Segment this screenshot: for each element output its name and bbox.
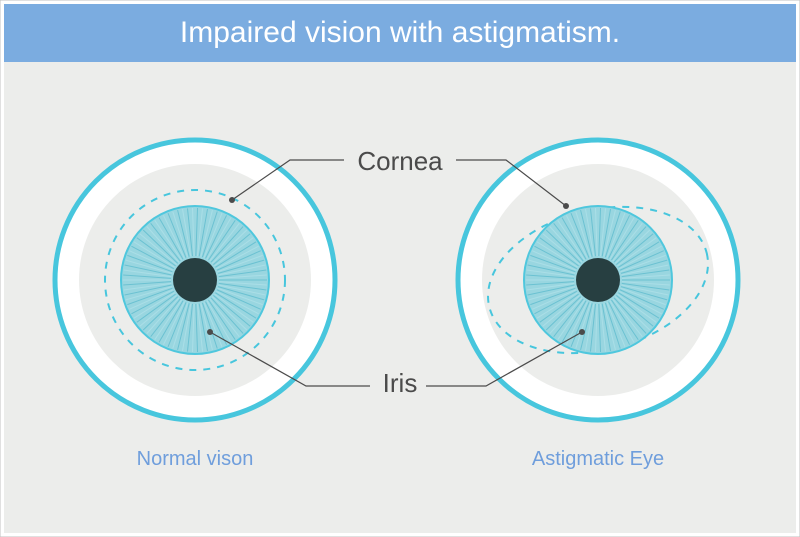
page-title: Impaired vision with astigmatism. (180, 16, 620, 49)
diagram-svg: Impaired vision with astigmatism. Normal … (0, 0, 800, 537)
cornea-label: Cornea (357, 146, 443, 176)
diagram-root: Impaired vision with astigmatism. Normal … (0, 0, 800, 537)
astigmatic-pupil (576, 258, 620, 302)
normal-pupil (173, 258, 217, 302)
astigmatic-caption: Astigmatic Eye (532, 448, 664, 470)
iris-label: Iris (383, 368, 418, 398)
normal-caption: Normal vison (137, 448, 254, 470)
